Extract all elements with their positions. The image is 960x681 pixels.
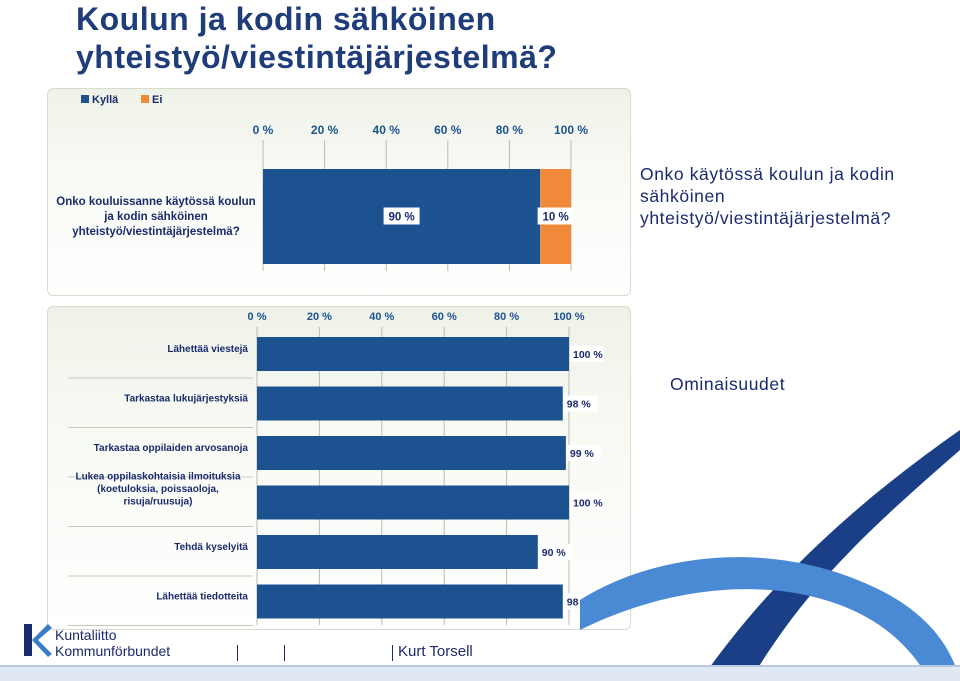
x-tick-label-2: 40 % <box>373 123 401 137</box>
category-label-4-line-0: Tehdä kyselyitä <box>174 542 248 553</box>
x-tick-label-5: 100 % <box>553 311 584 323</box>
footer-band-line <box>0 665 960 667</box>
data-label-bg-4 <box>538 544 573 560</box>
chart-panel-usage: Kyllä Ei 0 % 20 % 40 % 60 % 80 % 100 % Onko koul… <box>47 88 631 296</box>
category-label-3-line-2: risuja/ruusuja) <box>124 497 193 508</box>
x-tick-label-3: 60 % <box>432 311 457 323</box>
category-label-3-line-1: (koetuloksia, poissaoloja, <box>97 484 219 495</box>
data-label-bg-3 <box>570 494 604 511</box>
swoosh-light-stroke <box>580 557 960 681</box>
category-label-5-line-0: Lähettää tiedotteita <box>156 592 248 603</box>
x-tick-label-3: 60 % <box>434 123 462 137</box>
features-label: Ominaisuudet <box>670 374 786 394</box>
category-label-1-line-0: Tarkastaa lukujärjestyksiä <box>124 394 248 405</box>
logo-line-2: Kommunförbundet <box>55 643 171 659</box>
question-line-1: Onko käytössä koulun ja kodin <box>640 164 895 184</box>
data-label-0: 90 % <box>388 212 414 224</box>
data-label-4: 90 % <box>542 547 567 559</box>
question-line-3: yhteistyö/viestintäjärjestelmä? <box>640 208 892 228</box>
legend-label-0: Kyllä <box>92 94 119 106</box>
category-label-3-line-0: Lukea oppilaskohtaisia ilmoituksia <box>75 472 240 483</box>
bar-0 <box>257 337 569 371</box>
legend-swatch-0 <box>81 95 89 103</box>
data-label-0: 100 % <box>573 349 603 361</box>
category-label-0-line-0: Lähettää viestejä <box>167 344 248 355</box>
x-tick-label-4: 80 % <box>494 311 519 323</box>
logo-line-1: Kuntaliitto <box>55 627 117 643</box>
data-label-1: 10 % <box>542 212 568 224</box>
footer-separator-3 <box>392 645 393 661</box>
footer-separator-1 <box>237 645 238 661</box>
x-tick-label-2: 40 % <box>369 311 394 323</box>
bar-1 <box>257 386 563 421</box>
data-label-bg-2 <box>566 445 601 461</box>
data-label-bg-1 <box>563 395 598 412</box>
data-label-bg-1 <box>537 207 574 225</box>
decorative-swoosh <box>580 430 960 681</box>
data-label-1: 98 % <box>567 399 592 411</box>
logo-text: Kuntaliitto Kommunförbundet <box>55 627 170 659</box>
x-tick-label-1: 20 % <box>311 123 339 137</box>
legend-swatch-1 <box>141 95 149 103</box>
x-tick-label-0: 0 % <box>253 123 274 137</box>
features-chart: 0 % 20 % 40 % 60 % 80 % 100 % 100 % Lähettää vi… <box>68 311 604 626</box>
page-title: Koulun ja kodin sähköinen yhteistyö/vies… <box>76 0 557 76</box>
footer-author: Kurt Torsell <box>398 643 473 660</box>
data-label-bg-0 <box>570 346 604 362</box>
chart-panel-features: 0 % 20 % 40 % 60 % 80 % 100 % 100 % Lähettää vi… <box>47 306 631 630</box>
x-tick-label-1: 20 % <box>307 311 332 323</box>
bar-3 <box>257 485 569 520</box>
page-title-line-2: yhteistyö/viestintäjärjestelmä? <box>76 39 558 75</box>
category-label-2-line-0: Tarkastaa oppilaiden arvosanoja <box>94 443 249 454</box>
usage-chart: Kyllä Ei 0 % 20 % 40 % 60 % 80 % 100 % Onko koul… <box>56 94 588 271</box>
category-label-line-0: Onko kouluissanne käytössä koulun <box>56 196 255 208</box>
x-tick-label-5: 100 % <box>554 123 588 137</box>
category-label-line-2: yhteistyö/viestintäjärjestelmä? <box>72 226 239 238</box>
legend-label-1: Ei <box>152 94 162 106</box>
category-label-line-1: ja kodin sähköinen <box>103 211 208 223</box>
bar-5 <box>257 584 563 619</box>
kuntaliitto-logo-icon <box>24 624 52 657</box>
footer-separator-2 <box>284 645 285 661</box>
data-label-3: 100 % <box>573 498 603 510</box>
data-label-2: 99 % <box>570 448 595 460</box>
x-tick-label-4: 80 % <box>496 123 524 137</box>
question-line-2: sähköinen <box>640 186 726 206</box>
bar-4 <box>257 535 538 569</box>
bar-2 <box>257 436 566 470</box>
data-label-bg-0 <box>383 207 420 225</box>
footer-band-light <box>0 667 960 681</box>
page-title-line-1: Koulun ja kodin sähköinen <box>76 1 496 37</box>
question-text: Onko käytössä koulun ja kodin sähköinen … <box>640 163 950 229</box>
footer-band <box>0 665 960 681</box>
x-tick-label-0: 0 % <box>248 311 267 323</box>
swoosh-dark-stroke <box>700 430 960 681</box>
